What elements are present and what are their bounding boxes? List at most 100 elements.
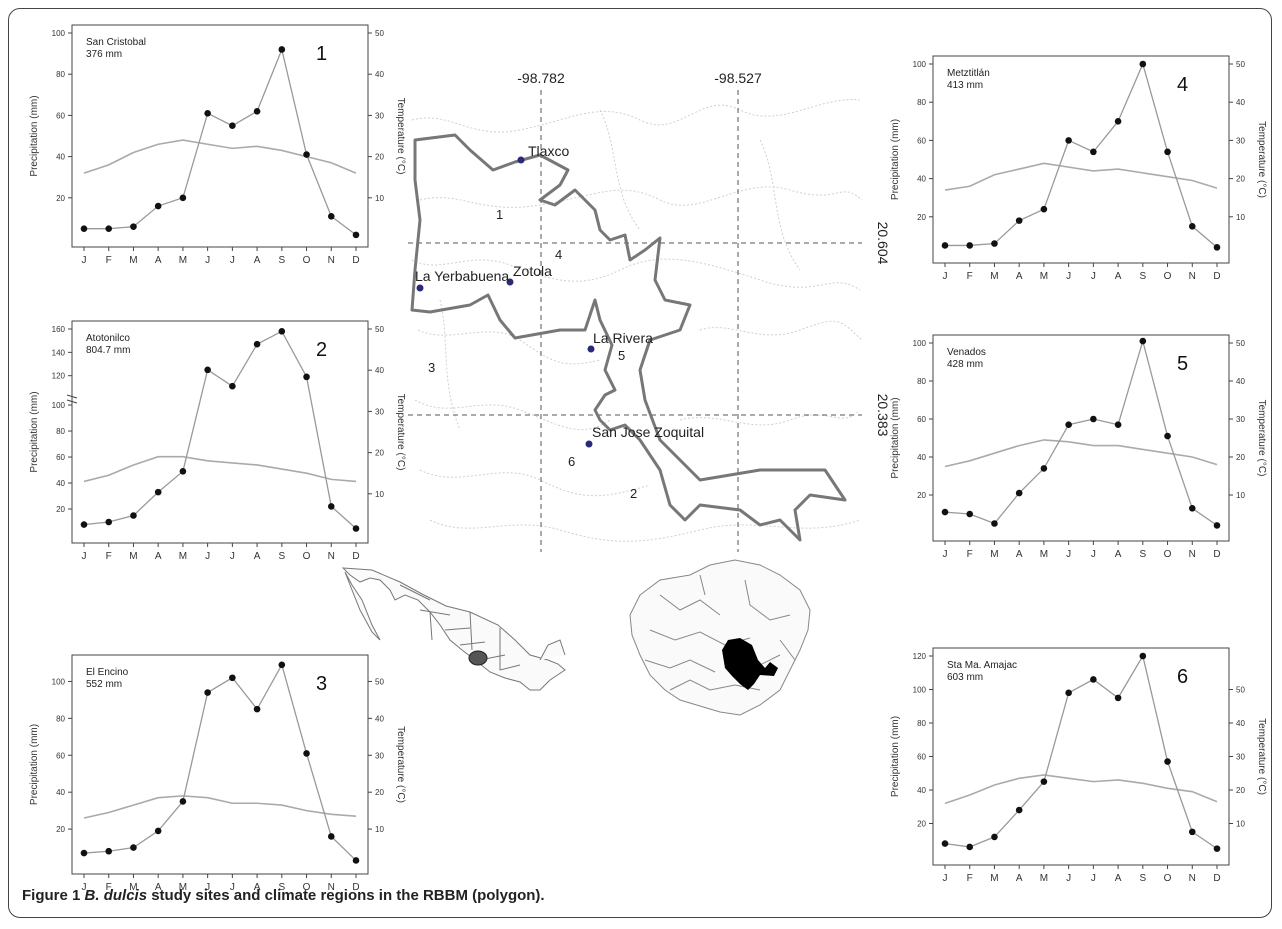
panel-number: 3: [316, 673, 327, 695]
precipitation-point: [154, 488, 162, 496]
precipitation-point: [105, 518, 113, 526]
y-tick-label: 60: [56, 751, 65, 760]
x-tick-label: N: [328, 551, 335, 562]
y-tick-label: 40: [56, 153, 65, 162]
precipitation-point: [1213, 522, 1221, 529]
y-tick-label: 100: [913, 686, 927, 695]
x-tick-label: J: [943, 549, 948, 560]
y-tick-label: 160: [52, 325, 66, 334]
plot-frame: [71, 320, 369, 544]
y-tick-label: 40: [56, 479, 65, 488]
precipitation-point: [303, 373, 310, 381]
y-tick-label: 60: [917, 136, 926, 145]
x-tick-label: M: [129, 551, 137, 562]
precipitation-point: [204, 366, 211, 374]
precipitation-point: [1040, 205, 1048, 213]
x-tick-label: J: [1091, 271, 1096, 282]
y2-tick-label: 20: [1236, 453, 1245, 462]
x-tick-label: J: [1066, 549, 1071, 560]
y2-tick-label: 10: [1236, 820, 1245, 829]
y2-tick-label: 30: [375, 407, 384, 416]
y2-tick-label: 10: [1236, 213, 1245, 222]
site-dot-san-jose-zoquital: [585, 440, 593, 448]
precipitation-point: [278, 46, 286, 53]
temperature-line: [83, 455, 357, 483]
y2-tick-label: 50: [375, 29, 384, 38]
temperature-line: [944, 774, 1218, 805]
region-label-2: 2: [630, 486, 637, 501]
region-label-1: 1: [496, 207, 503, 222]
x-tick-label: A: [155, 551, 162, 562]
precipitation-point: [1139, 337, 1147, 345]
climate-chart-2: 20 40 60 80 100 120 140 160 10 20 30 40 50 J F M A M J J A S O…: [29, 320, 406, 562]
x-tick-label: J: [205, 255, 210, 266]
precipitation-point: [991, 833, 998, 841]
precipitation-point: [352, 857, 360, 864]
x-tick-label: N: [328, 255, 335, 266]
y-tick-label: 60: [56, 453, 65, 462]
x-tick-label: F: [106, 551, 112, 562]
climate-chart-1: 20 40 60 80 100 10 20 30 40 50 J F M A M J J A S O N D Precipi…: [29, 24, 406, 266]
y2-tick-label: 50: [1236, 339, 1245, 348]
y2-tick-label: 10: [375, 490, 384, 499]
y2-axis-label: Temperature (°C): [395, 394, 406, 471]
region-label-6: 6: [568, 454, 575, 469]
precipitation-point: [1065, 421, 1072, 429]
precipitation-point: [352, 231, 360, 239]
precipitation-line: [945, 62, 1218, 248]
precipitation-point: [1040, 465, 1048, 472]
precipitation-point: [327, 213, 335, 220]
climate-chart-6: 20 40 60 80 100 120 10 20 30 40 50 J F M A M J J A S O N D Prec…: [890, 647, 1267, 884]
x-tick-label: A: [1115, 873, 1122, 884]
y-tick-label: 20: [56, 194, 65, 203]
annual-precipitation: 552 mm: [86, 679, 122, 690]
caption-species: B. dulcis: [84, 887, 148, 904]
longitude-label-1: -98.782: [517, 70, 565, 86]
x-tick-label: A: [1016, 873, 1023, 884]
precipitation-line: [944, 654, 1218, 850]
site-dot-la-rivera: [587, 345, 595, 353]
y2-tick-label: 40: [375, 70, 384, 79]
precipitation-point: [1164, 148, 1171, 156]
x-tick-label: J: [1066, 271, 1071, 282]
plot-frame: [932, 334, 1230, 542]
precipitation-point: [1114, 118, 1122, 125]
precipitation-point: [80, 521, 88, 528]
precipitation-point: [1065, 137, 1072, 144]
annual-precipitation: 804.7 mm: [86, 345, 130, 356]
temperature-line: [83, 139, 357, 174]
precipitation-point: [253, 705, 261, 713]
y-tick-label: 40: [56, 788, 65, 797]
y-tick-label: 120: [52, 372, 66, 381]
precipitation-point: [179, 468, 187, 475]
station-name: Metztitlán: [947, 68, 990, 79]
station-name: Atotonilco: [86, 333, 130, 344]
x-tick-label: F: [106, 255, 112, 266]
x-tick-label: M: [129, 255, 137, 266]
precipitation-point: [105, 225, 113, 232]
coordinate-grid: [408, 90, 862, 552]
site-label-la-yerbabuena: La Yerbabuena: [415, 268, 509, 284]
y-tick-label: 80: [917, 377, 926, 386]
precipitation-point: [303, 151, 310, 158]
panel-number: 5: [1177, 353, 1188, 375]
precipitation-point: [1139, 60, 1147, 68]
y2-tick-label: 10: [1236, 491, 1245, 500]
y-tick-label: 100: [913, 60, 927, 69]
precipitation-point: [941, 508, 949, 516]
precipitation-point: [327, 833, 335, 840]
x-tick-label: J: [1091, 873, 1096, 884]
x-tick-label: J: [230, 255, 235, 266]
precipitation-point: [352, 525, 360, 532]
x-tick-label: F: [967, 271, 973, 282]
precipitation-point: [229, 122, 236, 129]
annual-precipitation: 428 mm: [947, 359, 983, 370]
precipitation-point: [130, 844, 137, 851]
precipitation-point: [179, 798, 187, 805]
x-tick-label: O: [303, 882, 311, 893]
precipitation-point: [1114, 694, 1122, 702]
y2-tick-label: 40: [375, 366, 384, 375]
x-tick-label: D: [1213, 271, 1220, 282]
precipitation-point: [1139, 652, 1147, 660]
